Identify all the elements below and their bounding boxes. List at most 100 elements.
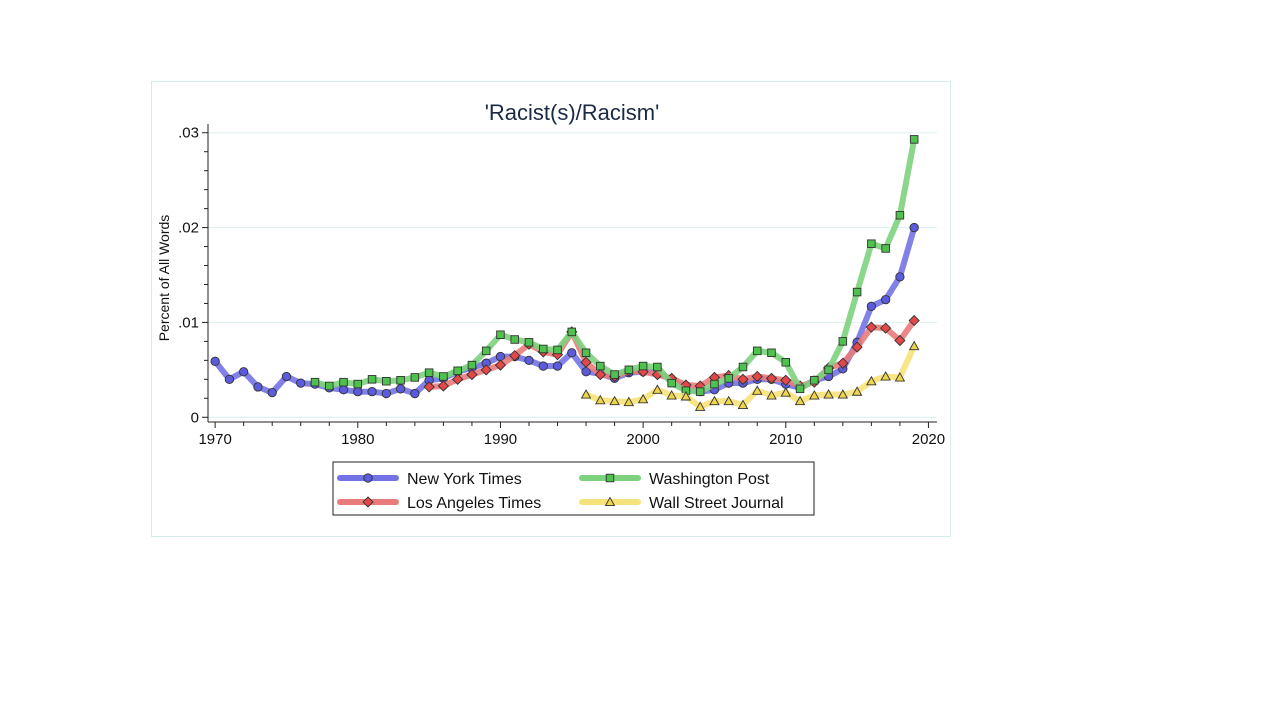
- data-point-wall-street-journal: [666, 390, 677, 400]
- data-point-washington-post: [610, 370, 619, 379]
- data-point-los-angeles-times: [765, 372, 778, 385]
- data-point-los-angeles-times: [880, 322, 892, 334]
- data-point-washington-post: [510, 335, 519, 344]
- data-point-wall-street-journal: [823, 389, 834, 399]
- y-tick-label: .03: [178, 125, 199, 142]
- data-point-wall-street-journal: [723, 395, 734, 406]
- data-point-wall-street-journal: [809, 390, 820, 400]
- legend-box: [332, 461, 815, 516]
- data-point-washington-post: [567, 327, 577, 337]
- series-new-york-times: [210, 222, 919, 399]
- x-tick-label: 2010: [769, 431, 802, 448]
- data-point-washington-post: [724, 374, 733, 383]
- series-line-washington-post: [312, 136, 918, 395]
- data-point-new-york-times: [880, 295, 891, 305]
- legend-marker-wall-street-journal: [604, 496, 616, 507]
- legend-label-new-york-times: New York Times: [407, 471, 522, 488]
- data-point-washington-post: [909, 135, 919, 144]
- chart-figure: 0 .01 .02 .03 1970 1980 1990 2000 2010 2020 'Raci…: [151, 81, 951, 537]
- series-washington-post: [310, 135, 919, 396]
- data-point-wall-street-journal: [637, 393, 649, 404]
- data-point-washington-post: [624, 365, 634, 375]
- data-point-washington-post: [325, 381, 334, 391]
- data-point-washington-post: [710, 379, 719, 389]
- legend-label-washington-post: Washington Post: [649, 471, 770, 488]
- data-point-washington-post: [838, 337, 848, 346]
- data-point-washington-post: [581, 348, 591, 358]
- data-point-wall-street-journal: [694, 401, 706, 411]
- data-point-wall-street-journal: [709, 395, 720, 406]
- data-point-wall-street-journal: [737, 399, 749, 409]
- data-point-wall-street-journal: [680, 390, 692, 401]
- series-group: [210, 135, 920, 411]
- data-point-washington-post: [738, 362, 748, 372]
- data-point-washington-post: [795, 384, 805, 394]
- y-tick-label: .02: [178, 220, 199, 237]
- data-point-new-york-times: [224, 374, 235, 384]
- data-point-washington-post: [867, 239, 876, 248]
- data-point-los-angeles-times: [452, 373, 464, 385]
- data-point-new-york-times: [909, 222, 919, 233]
- data-point-washington-post: [481, 346, 491, 356]
- data-point-wall-street-journal: [908, 340, 920, 351]
- data-point-washington-post: [638, 361, 648, 371]
- x-tick-label: 1970: [198, 431, 231, 448]
- data-point-washington-post: [410, 373, 420, 382]
- data-point-los-angeles-times: [865, 321, 878, 333]
- data-point-wall-street-journal: [595, 394, 606, 405]
- legend-label-los-angeles-times: Los Angeles Times: [407, 495, 541, 512]
- data-point-washington-post: [596, 361, 605, 371]
- legend-label-wall-street-journal: Wall Street Journal: [649, 495, 784, 512]
- data-point-wall-street-journal: [580, 389, 592, 399]
- data-point-new-york-times: [524, 355, 534, 366]
- y-axis-label: Percent of All Words: [156, 215, 172, 342]
- y-tick-label: .01: [178, 314, 199, 331]
- data-point-washington-post: [310, 377, 320, 387]
- data-point-new-york-times: [410, 388, 420, 399]
- data-point-los-angeles-times: [480, 364, 492, 376]
- data-point-washington-post: [695, 387, 705, 396]
- data-point-washington-post: [881, 244, 890, 253]
- data-point-los-angeles-times: [837, 357, 849, 369]
- data-point-washington-post: [767, 348, 776, 358]
- data-point-washington-post: [367, 375, 377, 384]
- x-tick-label: 2020: [912, 431, 945, 448]
- data-point-new-york-times: [581, 367, 591, 377]
- data-point-wall-street-journal: [794, 395, 806, 406]
- data-point-washington-post: [396, 376, 405, 385]
- data-point-washington-post: [852, 287, 862, 297]
- data-point-washington-post: [653, 362, 662, 372]
- data-point-los-angeles-times: [594, 368, 606, 381]
- data-point-washington-post: [467, 360, 477, 370]
- data-point-new-york-times: [353, 387, 363, 397]
- data-point-washington-post: [353, 379, 363, 389]
- data-point-los-angeles-times: [509, 349, 521, 362]
- x-tick-label: 1990: [484, 431, 517, 448]
- data-point-los-angeles-times: [466, 368, 478, 381]
- data-point-los-angeles-times: [851, 341, 863, 353]
- data-point-new-york-times: [552, 361, 563, 371]
- data-point-washington-post: [524, 338, 534, 347]
- data-point-wall-street-journal: [851, 386, 863, 396]
- data-point-wall-street-journal: [609, 395, 620, 406]
- data-point-washington-post: [382, 376, 391, 386]
- data-point-wall-street-journal: [751, 385, 763, 395]
- y-tick-label: 0: [191, 409, 199, 426]
- legend-marker-washington-post: [605, 473, 615, 483]
- data-point-new-york-times: [895, 272, 905, 282]
- data-point-wall-street-journal: [894, 371, 906, 382]
- data-point-los-angeles-times: [737, 373, 749, 385]
- data-point-washington-post: [439, 372, 448, 381]
- data-point-wall-street-journal: [652, 384, 663, 394]
- data-point-washington-post: [424, 368, 434, 377]
- data-point-new-york-times: [338, 385, 349, 395]
- series-line-new-york-times: [212, 224, 918, 397]
- data-point-los-angeles-times: [494, 359, 507, 371]
- data-point-washington-post: [824, 365, 833, 375]
- data-point-los-angeles-times: [580, 356, 592, 368]
- grid-lines: [208, 132, 937, 418]
- data-point-new-york-times: [395, 384, 406, 394]
- data-point-washington-post: [810, 376, 819, 385]
- data-point-washington-post: [781, 358, 791, 367]
- data-point-los-angeles-times: [908, 314, 920, 327]
